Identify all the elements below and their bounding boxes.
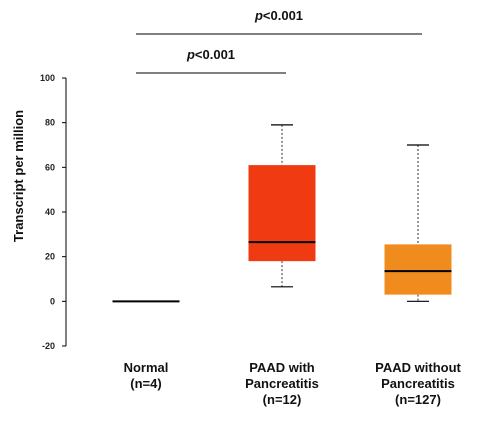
y-tick-label: 60: [45, 162, 55, 172]
category-label-line: Pancreatitis: [245, 376, 319, 391]
p-value: <0.001: [263, 8, 303, 23]
y-tick-label: 20: [45, 252, 55, 262]
category-label-line: PAAD without: [375, 360, 461, 375]
y-tick-label: 0: [50, 296, 55, 306]
category-label: PAAD with Pancreatitis (n=12): [245, 360, 319, 407]
category-label-line: (n=4): [130, 376, 161, 391]
category-label-line: PAAD with: [249, 360, 315, 375]
p-value: <0.001: [195, 47, 235, 62]
category-label-line: Normal: [124, 360, 169, 375]
significance-label: p<0.001: [254, 8, 303, 23]
p-symbol: p: [186, 47, 195, 62]
y-tick-label: 40: [45, 207, 55, 217]
box: [248, 165, 316, 262]
significance-label: p<0.001: [186, 47, 235, 62]
y-tick-label: -20: [42, 341, 55, 351]
category-label: Normal (n=4): [124, 360, 169, 391]
box: [384, 244, 452, 295]
y-tick-label: 100: [40, 73, 55, 83]
category-label: PAAD without Pancreatitis (n=127): [375, 360, 461, 407]
y-axis-label: Transcript per million: [11, 110, 26, 242]
category-label-line: (n=12): [263, 392, 302, 407]
category-label-line: Pancreatitis: [381, 376, 455, 391]
y-tick-label: 80: [45, 118, 55, 128]
category-label-line: (n=127): [395, 392, 441, 407]
p-symbol: p: [254, 8, 263, 23]
